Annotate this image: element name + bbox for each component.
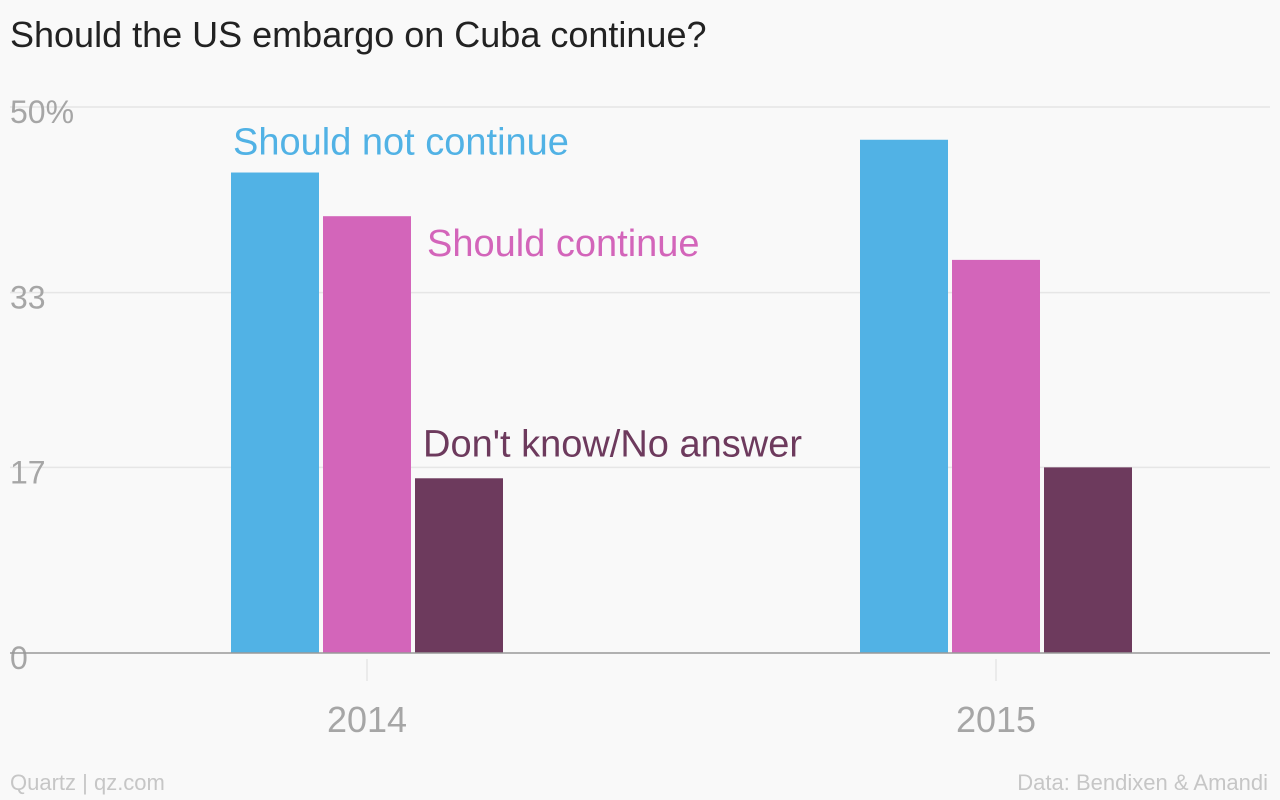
series-label: Should continue (427, 223, 700, 265)
x-axis-ticks: 2014 2015 (327, 659, 1036, 740)
series-label: Should not continue (233, 122, 569, 164)
y-tick-label: 33 (10, 280, 46, 316)
bar (323, 216, 411, 653)
chart-title: Should the US embargo on Cuba continue? (10, 14, 707, 55)
series-label: Don't know/No answer (423, 423, 802, 465)
bar (415, 478, 503, 653)
bar (860, 139, 948, 653)
grid-lines (10, 106, 1270, 469)
y-tick-label: 0 (10, 640, 28, 676)
bar (231, 172, 319, 653)
y-tick-label: 17 (10, 454, 46, 490)
bar (1044, 467, 1132, 653)
footer-brand: Quartz | qz.com (10, 770, 165, 795)
series-labels: Should not continue Should continue Don't … (233, 122, 802, 466)
footer-source: Data: Bendixen & Amandi (1017, 770, 1268, 795)
x-tick-label: 2014 (327, 699, 407, 740)
bars (231, 139, 1132, 653)
y-tick-label: 50% (10, 94, 74, 130)
y-axis-ticks: 0 17 33 50% (10, 94, 74, 676)
x-tick-label: 2015 (956, 699, 1036, 740)
bar (952, 259, 1040, 653)
